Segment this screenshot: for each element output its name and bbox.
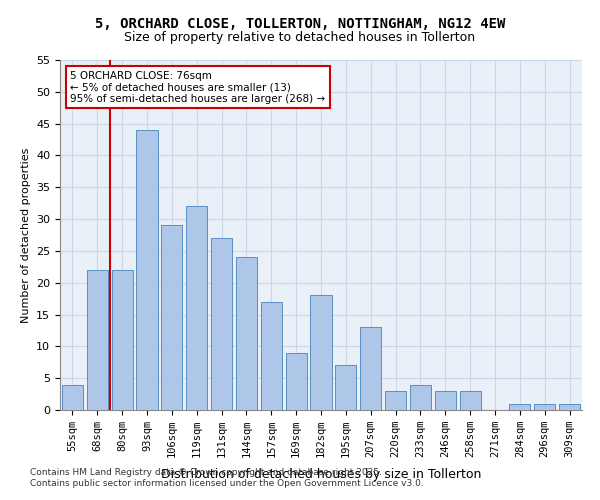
Text: 5, ORCHARD CLOSE, TOLLERTON, NOTTINGHAM, NG12 4EW: 5, ORCHARD CLOSE, TOLLERTON, NOTTINGHAM,… bbox=[95, 18, 505, 32]
Bar bbox=[261, 302, 282, 410]
Bar bbox=[385, 391, 406, 410]
Bar bbox=[236, 258, 257, 410]
Bar bbox=[286, 352, 307, 410]
Bar bbox=[87, 270, 108, 410]
Bar bbox=[410, 384, 431, 410]
Bar bbox=[534, 404, 555, 410]
Bar bbox=[62, 384, 83, 410]
Bar bbox=[360, 328, 381, 410]
Bar bbox=[460, 391, 481, 410]
X-axis label: Distribution of detached houses by size in Tollerton: Distribution of detached houses by size … bbox=[161, 468, 481, 481]
Bar bbox=[435, 391, 456, 410]
Bar bbox=[112, 270, 133, 410]
Bar bbox=[136, 130, 158, 410]
Text: 5 ORCHARD CLOSE: 76sqm
← 5% of detached houses are smaller (13)
95% of semi-deta: 5 ORCHARD CLOSE: 76sqm ← 5% of detached … bbox=[70, 70, 326, 104]
Bar bbox=[335, 366, 356, 410]
Bar bbox=[509, 404, 530, 410]
Bar bbox=[310, 296, 332, 410]
Bar bbox=[211, 238, 232, 410]
Y-axis label: Number of detached properties: Number of detached properties bbox=[20, 148, 31, 322]
Bar bbox=[559, 404, 580, 410]
Bar bbox=[161, 226, 182, 410]
Text: Contains HM Land Registry data © Crown copyright and database right 2025.
Contai: Contains HM Land Registry data © Crown c… bbox=[30, 468, 424, 487]
Bar bbox=[186, 206, 207, 410]
Text: Size of property relative to detached houses in Tollerton: Size of property relative to detached ho… bbox=[124, 31, 476, 44]
